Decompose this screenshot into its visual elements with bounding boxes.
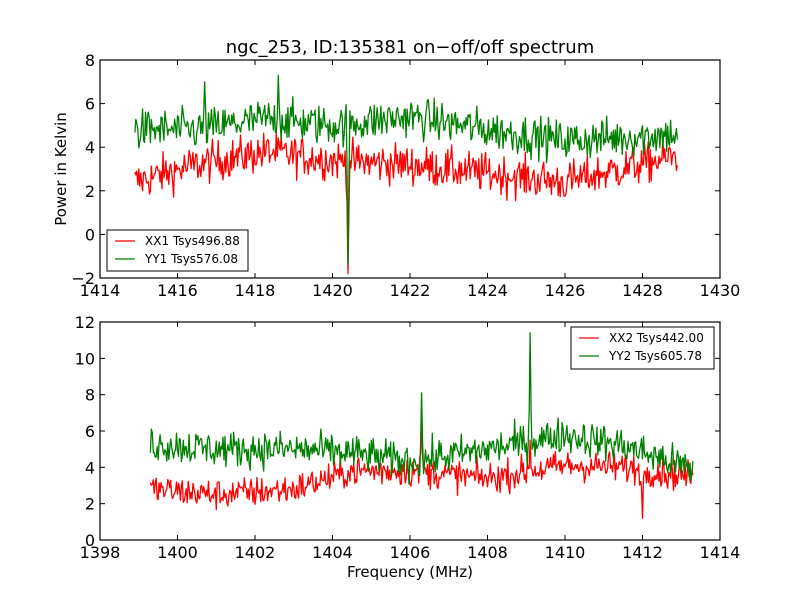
legend-label: YY1 Tsys576.08: [144, 252, 238, 266]
x-tick-label: 1412: [622, 543, 663, 562]
x-tick-label: 1414: [80, 281, 121, 300]
y-tick-label: 0: [85, 531, 95, 550]
legend-label: XX2 Tsys442.00: [609, 331, 704, 345]
top-axes: 1414 1416 1418 1420 1422 1424 1426 1428 1430 −2 0 2…: [71, 51, 740, 300]
x-tick-label: 1406: [390, 543, 431, 562]
legend: XX2 Tsys442.00 YY2 Tsys605.78: [570, 326, 715, 370]
x-tick-label: 1398: [80, 543, 121, 562]
y-tick-label: −2: [71, 269, 95, 288]
x-tick-label: 1420: [312, 281, 353, 300]
x-tick-label: 1408: [467, 543, 508, 562]
y-tick-label: 4: [85, 458, 95, 477]
series-line-xx1: [134, 131, 679, 275]
x-tick-label: 1410: [545, 543, 586, 562]
y-tick-label: 10: [75, 349, 95, 368]
x-tick-label: 1422: [390, 281, 431, 300]
y-tick-label: 12: [75, 313, 95, 332]
series-line-yy2: [149, 332, 694, 485]
x-tick-label: 1426: [545, 281, 586, 300]
series-line-yy1: [134, 74, 679, 266]
y-tick-label: 8: [85, 386, 95, 405]
y-tick-label: 6: [85, 95, 95, 114]
y-tick-label: 4: [85, 138, 95, 157]
x-tick-label: 1424: [467, 281, 508, 300]
series-line-xx2: [149, 421, 694, 519]
y-tick-label: 2: [85, 182, 95, 201]
x-tick-label: 1416: [157, 281, 198, 300]
chart-title: ngc_253, ID:135381 on−off/off spectrum: [226, 37, 595, 58]
y-tick-label: 2: [85, 495, 95, 514]
x-axis-label: Frequency (MHz): [347, 563, 473, 581]
y-tick-label: 6: [85, 422, 95, 441]
legend-label: YY2 Tsys605.78: [608, 349, 702, 363]
x-tick-label: 1430: [700, 281, 741, 300]
x-tick-label: 1402: [235, 543, 276, 562]
y-tick-label: 8: [85, 51, 95, 70]
legend-box: [570, 326, 715, 370]
legend-box: [106, 229, 249, 272]
x-tick-label: 1428: [622, 281, 663, 300]
y-axis-label: Power in Kelvin: [52, 112, 70, 226]
legend: XX1 Tsys496.88 YY1 Tsys576.08: [106, 229, 249, 272]
x-tick-label: 1418: [235, 281, 276, 300]
x-tick-label: 1404: [312, 543, 353, 562]
y-tick-label: 0: [85, 225, 95, 244]
x-tick-label: 1400: [157, 543, 198, 562]
bottom-axes: 1398 1400 1402 1404 1406 1408 1410 1412 1414 0 2 4 6…: [75, 313, 741, 562]
x-tick-label: 1414: [700, 543, 741, 562]
legend-label: XX1 Tsys496.88: [145, 234, 240, 248]
